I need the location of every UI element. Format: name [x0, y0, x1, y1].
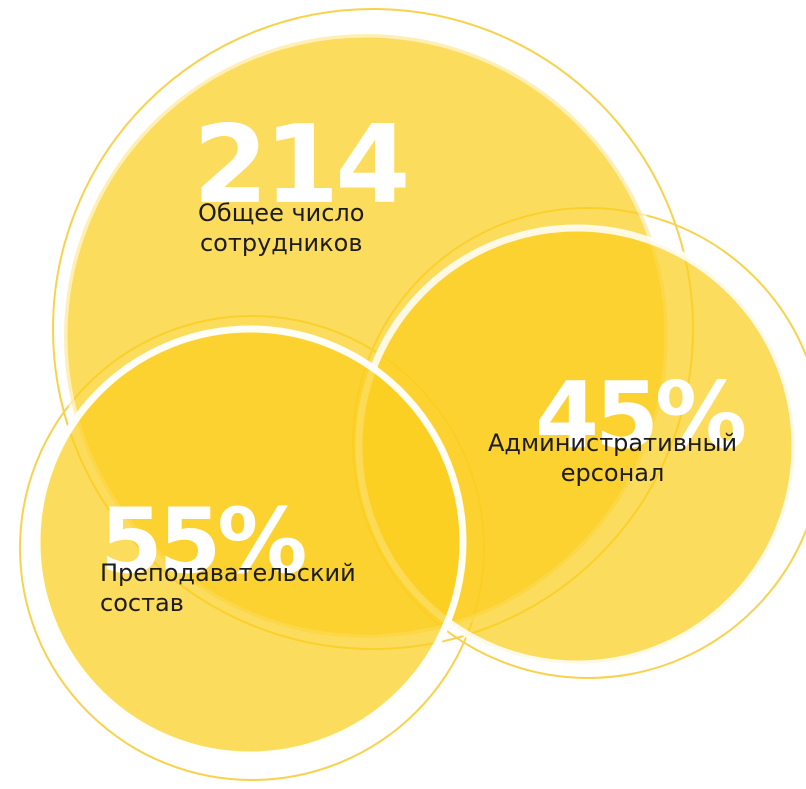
total-caption-line2: сотрудников: [199, 229, 363, 257]
total-caption-line1: Общее число: [198, 199, 365, 227]
admin-caption-line1: Административный: [488, 429, 738, 457]
teaching-value: 55%: [100, 489, 307, 594]
total-value: 214: [193, 103, 410, 228]
admin-value: 45%: [535, 362, 747, 469]
teaching-caption: Преподавательский состав: [100, 558, 356, 618]
circle-teaching: [33, 325, 467, 759]
admin-caption-line2: ерсонал: [560, 459, 665, 487]
teaching-caption-line1: Преподавательский: [100, 559, 356, 587]
admin-caption: Административный ерсонал: [488, 428, 737, 488]
teaching-caption-line2: состав: [100, 589, 184, 617]
total-caption: Общее число сотрудников: [198, 198, 364, 258]
